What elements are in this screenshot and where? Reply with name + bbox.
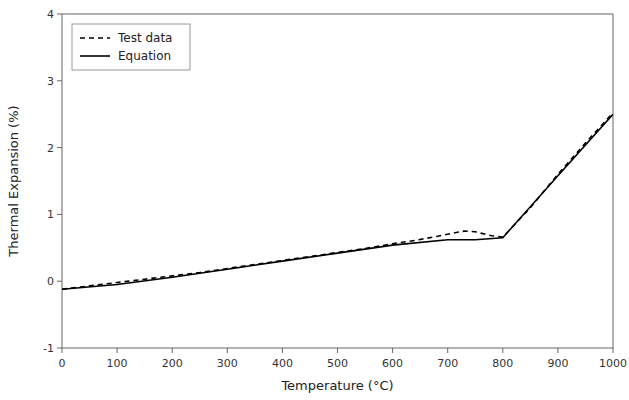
y-tick-label: 4 [47, 8, 54, 21]
x-tick [227, 348, 228, 353]
legend-box [72, 24, 190, 70]
x-tick-label: 200 [162, 357, 183, 370]
x-tick-label: 600 [382, 357, 403, 370]
x-tick-label: 0 [59, 357, 66, 370]
y-tick [57, 214, 62, 215]
chart-container: 0 100 200 300 400 500 600 700 800 900 1000 Temperat… [0, 0, 629, 400]
y-tick [57, 80, 62, 81]
x-tick-label: 1000 [599, 357, 627, 370]
x-tick-label: 900 [547, 357, 568, 370]
x-tick-label: 400 [272, 357, 293, 370]
x-tick [117, 348, 118, 353]
legend-label: Test data [117, 31, 172, 45]
series-lines [62, 113, 613, 289]
x-tick [282, 348, 283, 353]
legend-label: Equation [118, 49, 171, 63]
x-tick [502, 348, 503, 353]
series-line [62, 114, 613, 289]
y-tick-label: 3 [47, 75, 54, 88]
y-tick [57, 147, 62, 148]
legend-swatch [80, 55, 110, 57]
x-axis-label: Temperature (°C) [280, 378, 393, 393]
y-tick-label: 1 [47, 208, 54, 221]
background [0, 0, 629, 400]
series-line [62, 113, 613, 289]
x-tick [447, 348, 448, 353]
chart: 0 100 200 300 400 500 600 700 800 900 1000 Temperat… [0, 0, 629, 400]
plot-frame [62, 14, 613, 348]
x-tick [557, 348, 558, 353]
y-tick [57, 348, 62, 349]
x-tick [337, 348, 338, 353]
x-tick [62, 348, 63, 353]
y-tick-label: -1 [43, 342, 54, 355]
x-tick-label: 300 [217, 357, 238, 370]
legend: Test data Equation [72, 24, 190, 70]
x-tick-label: 500 [327, 357, 348, 370]
x-tick [172, 348, 173, 353]
y-axis-label: Thermal Expansion (%) [6, 105, 21, 257]
x-tick-label: 800 [492, 357, 513, 370]
y-tick-label: 2 [47, 142, 54, 155]
legend-swatch [80, 37, 110, 39]
x-tick-label: 100 [107, 357, 128, 370]
x-tick [613, 348, 614, 353]
y-tick [57, 281, 62, 282]
y-tick-label: 0 [47, 275, 54, 288]
x-tick-label: 700 [437, 357, 458, 370]
x-tick [392, 348, 393, 353]
y-tick [57, 14, 62, 15]
x-axis: 0 100 200 300 400 500 600 700 800 900 1000 [59, 348, 628, 370]
y-axis: -1 0 1 2 3 4 [43, 8, 62, 355]
